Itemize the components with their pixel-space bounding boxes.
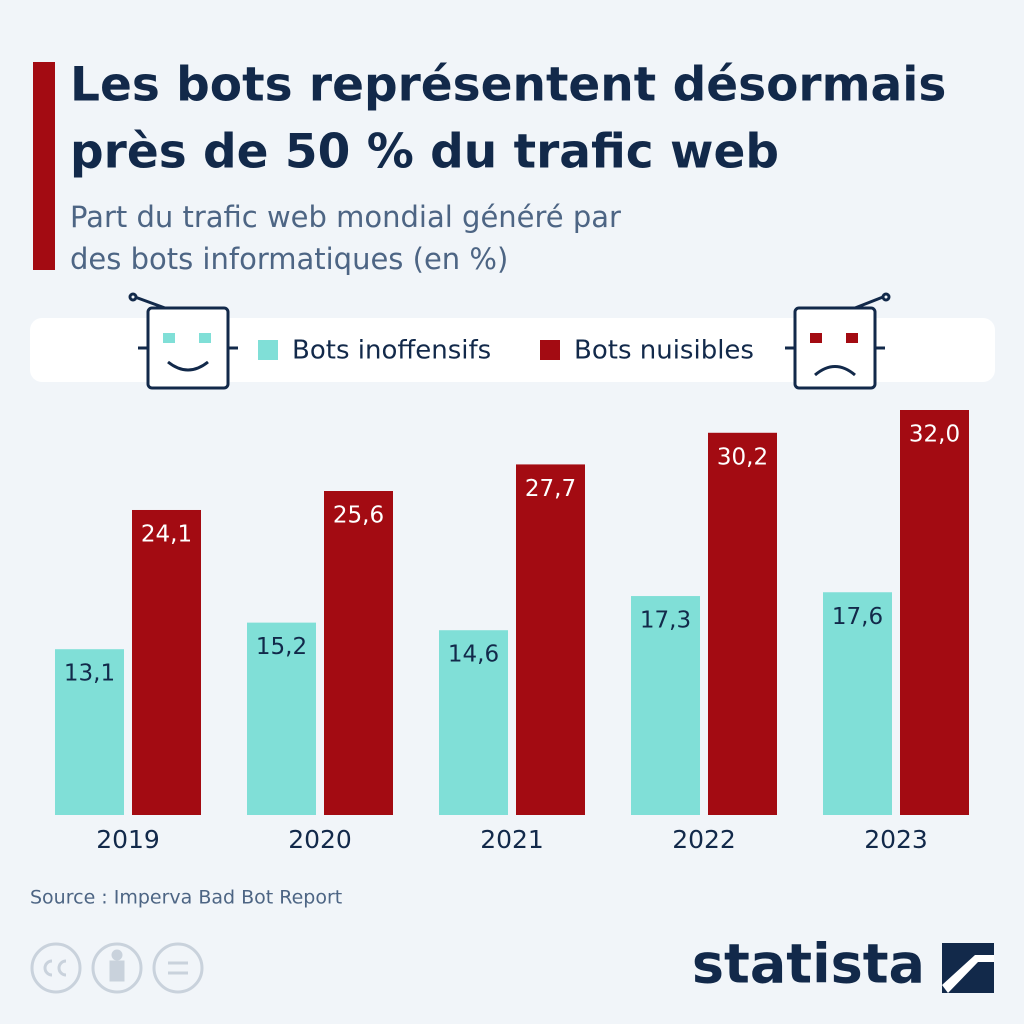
value-label: 25,6	[333, 503, 384, 529]
bar	[516, 464, 585, 815]
legend-swatch	[540, 340, 560, 360]
chart-title: près de 50 % du trafic web	[70, 125, 779, 180]
x-tick-label: 2023	[864, 825, 928, 854]
value-label: 24,1	[141, 521, 192, 547]
value-label: 17,6	[832, 604, 883, 630]
bar	[823, 592, 892, 815]
value-label: 30,2	[717, 444, 768, 470]
source: Source : Imperva Bad Bot Report	[30, 887, 342, 909]
logo: statista	[692, 933, 925, 996]
logo-mark	[942, 943, 994, 993]
bar	[631, 596, 700, 815]
value-label: 32,0	[909, 422, 960, 448]
chart-subtitle: des bots informatiques (en %)	[70, 242, 508, 276]
x-tick-label: 2021	[480, 825, 544, 854]
chart-title: Les bots représentent désormais	[70, 58, 946, 113]
legend-label: Bots inoffensifs	[292, 336, 491, 366]
x-tick-label: 2020	[288, 825, 352, 854]
value-label: 17,3	[640, 608, 691, 634]
value-label: 13,1	[64, 661, 115, 687]
legend-box	[30, 318, 995, 382]
bar	[708, 432, 777, 815]
legend-label: Bots nuisibles	[574, 336, 754, 366]
x-tick-label: 2019	[96, 825, 160, 854]
legend-swatch	[258, 340, 278, 360]
license-icons	[30, 942, 204, 994]
value-label: 14,6	[448, 642, 499, 668]
bar	[900, 410, 969, 815]
value-label: 27,7	[525, 476, 576, 502]
chart-subtitle: Part du trafic web mondial généré par	[70, 200, 621, 234]
title-accent	[33, 62, 55, 270]
bar	[439, 630, 508, 815]
robot-sad	[785, 292, 891, 390]
bar	[247, 622, 316, 815]
bar	[324, 491, 393, 815]
x-tick-label: 2022	[672, 825, 736, 854]
robot-happy	[128, 292, 238, 390]
value-label: 15,2	[256, 634, 307, 660]
bar	[132, 509, 201, 815]
bar	[55, 649, 124, 815]
